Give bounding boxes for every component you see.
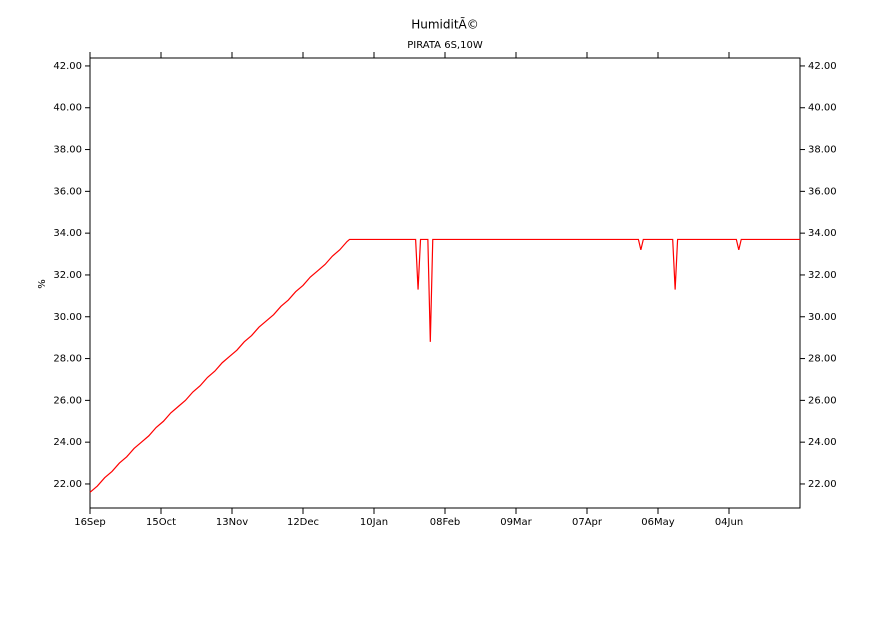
y2-tick-label: 42.00 — [808, 61, 837, 72]
chart-subtitle: PIRATA 6S,10W — [407, 40, 483, 51]
y-tick-label: 30.00 — [53, 312, 82, 323]
y2-tick-label: 32.00 — [808, 270, 837, 281]
x-tick-label: 09Mar — [500, 517, 532, 528]
y2-tick-label: 22.00 — [808, 479, 837, 490]
y-tick-label: 32.00 — [53, 270, 82, 281]
y2-tick-label: 26.00 — [808, 395, 837, 406]
x-tick-label: 08Feb — [430, 517, 460, 528]
x-tick-label: 07Apr — [572, 517, 603, 528]
y2-tick-label: 40.00 — [808, 103, 837, 114]
x-tick-label: 06May — [641, 517, 674, 528]
chart-title: HumiditÃ© — [411, 17, 479, 32]
y-axis-label: % — [37, 279, 48, 289]
x-tick-label: 15Oct — [146, 517, 176, 528]
x-tick-label: 13Nov — [216, 517, 248, 528]
x-tick-label: 12Dec — [287, 517, 319, 528]
y-tick-label: 28.00 — [53, 354, 82, 365]
y2-tick-label: 28.00 — [808, 354, 837, 365]
y-tick-label: 36.00 — [53, 186, 82, 197]
y-tick-label: 24.00 — [53, 437, 82, 448]
y-tick-label: 38.00 — [53, 145, 82, 156]
y-tick-label: 42.00 — [53, 61, 82, 72]
x-tick-label: 10Jan — [360, 517, 388, 528]
y2-tick-label: 24.00 — [808, 437, 837, 448]
x-tick-label: 16Sep — [74, 517, 106, 528]
y2-tick-label: 38.00 — [808, 145, 837, 156]
y-tick-label: 26.00 — [53, 395, 82, 406]
y-tick-label: 34.00 — [53, 228, 82, 239]
data-line — [89, 238, 800, 493]
y-tick-label: 22.00 — [53, 479, 82, 490]
y-tick-label: 40.00 — [53, 103, 82, 114]
y2-tick-label: 30.00 — [808, 312, 837, 323]
y2-tick-label: 36.00 — [808, 186, 837, 197]
y2-tick-label: 34.00 — [808, 228, 837, 239]
x-tick-label: 04Jun — [715, 517, 743, 528]
